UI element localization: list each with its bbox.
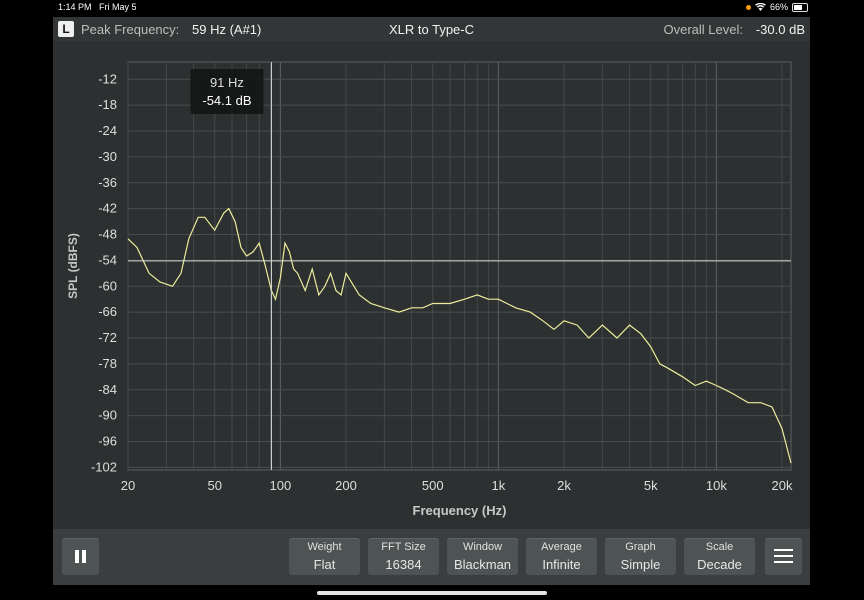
control-value: Flat	[313, 557, 336, 572]
control-label: Average	[541, 541, 582, 553]
control-label: FFT Size	[381, 541, 426, 553]
spectrum-chart[interactable]: -12 -18 -24 -30 -36 -42 -48 -54 -60 -66 -72 -78 -84 -…	[53, 41, 810, 529]
status-date: Fri May 5	[99, 2, 137, 12]
y-tick-label: -96	[98, 434, 117, 449]
y-tick-label: -24	[98, 123, 117, 138]
x-tick-label: 10k	[706, 478, 727, 493]
x-tick-label: 50	[208, 478, 222, 493]
x-tick-label: 1k	[491, 478, 505, 493]
y-tick-label: -12	[98, 71, 117, 86]
control-value: Simple	[620, 557, 661, 572]
control-label: Scale	[705, 541, 734, 553]
y-tick-label: -36	[98, 175, 117, 190]
y-tick-label: -66	[98, 304, 117, 319]
cursor-level: -54.1 dB	[202, 93, 251, 108]
pause-button[interactable]	[62, 538, 99, 575]
x-tick-label: 200	[335, 478, 357, 493]
control-label: Weight	[307, 541, 342, 553]
y-tick-label: -72	[98, 330, 117, 345]
pause-icon	[75, 550, 79, 563]
control-value: Decade	[697, 557, 742, 572]
x-tick-label: 2k	[557, 478, 571, 493]
battery-icon	[792, 2, 808, 12]
y-tick-label: -18	[98, 97, 117, 112]
control-label: Window	[462, 541, 503, 553]
status-bar: 1:14 PM Fri May 5 66%	[0, 0, 864, 14]
y-tick-label: -54	[98, 252, 117, 267]
status-time: 1:14 PM Fri May 5	[58, 2, 137, 12]
y-tick-label: -84	[98, 382, 117, 397]
overall-level-label: Overall Level:	[663, 22, 743, 37]
y-tick-label: -30	[98, 149, 117, 164]
y-axis-label: SPL (dBFS)	[66, 233, 80, 299]
battery-percent: 66%	[769, 2, 788, 12]
cursor-readout: 91 Hz -54.1 dB	[190, 69, 264, 114]
channel-button[interactable]: L	[58, 21, 74, 37]
y-tick-label: -78	[98, 356, 117, 371]
page-title: XLR to Type-C	[388, 22, 475, 37]
y-tick-label: -48	[98, 227, 117, 242]
cursor-frequency: 91 Hz	[210, 75, 244, 90]
control-value: Blackman	[453, 557, 512, 572]
control-average[interactable]: Average Infinite	[526, 538, 597, 575]
y-tick-label: -90	[98, 408, 117, 423]
control-graph[interactable]: Graph Simple	[605, 538, 676, 575]
control-scale[interactable]: Scale Decade	[684, 538, 755, 575]
x-tick-label: 5k	[644, 478, 658, 493]
plot-area	[127, 61, 792, 471]
peak-frequency-label: Peak Frequency:	[81, 22, 180, 37]
x-tick-label: 500	[422, 478, 444, 493]
control-weight[interactable]: Weight Flat	[289, 538, 360, 575]
y-tick-label: -42	[98, 201, 117, 216]
control-value: 16384	[385, 557, 422, 572]
wifi-icon	[754, 3, 766, 11]
header-bar: L Peak Frequency: 59 Hz (A#1) XLR to Typ…	[53, 17, 810, 41]
orange-dot-icon	[745, 4, 751, 10]
overall-level-value: -30.0 dB	[755, 22, 805, 37]
home-indicator[interactable]	[317, 591, 547, 595]
control-label: Graph	[625, 541, 656, 553]
x-tick-label: 100	[270, 478, 292, 493]
bottom-toolbar: Weight Flat FFT Size 16384 Window Blackman Ave…	[53, 529, 810, 585]
control-window[interactable]: Window Blackman	[447, 538, 518, 575]
analyzer-app: L Peak Frequency: 59 Hz (A#1) XLR to Typ…	[53, 17, 810, 585]
x-axis-label: Frequency (Hz)	[413, 503, 507, 518]
cursor-readout-box	[190, 69, 264, 114]
x-tick-label: 20	[121, 478, 135, 493]
spectrum-line	[127, 207, 792, 464]
y-tick-label: -60	[98, 278, 117, 293]
menu-button[interactable]	[765, 538, 802, 575]
peak-frequency-value: 59 Hz (A#1)	[192, 22, 262, 37]
control-value: Infinite	[542, 557, 581, 572]
y-tick-label: -102	[91, 459, 117, 474]
control-fft-size[interactable]: FFT Size 16384	[368, 538, 439, 575]
x-tick-label: 20k	[771, 478, 792, 493]
spectrum-plot[interactable]: -12 -18 -24 -30 -36 -42 -48 -54 -60 -66 -72 -78 -84 -…	[53, 41, 810, 529]
